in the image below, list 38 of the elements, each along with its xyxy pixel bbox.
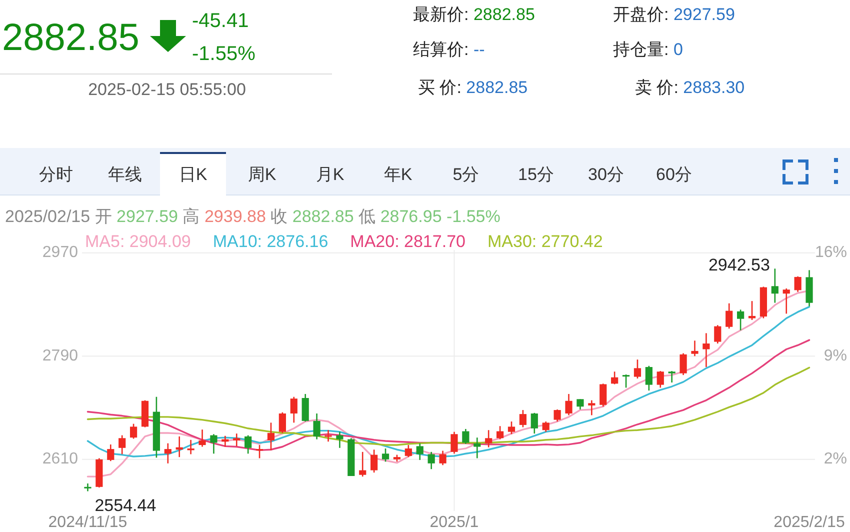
- text: 年K: [384, 165, 413, 184]
- text: 分时: [39, 165, 73, 184]
- text: MA10: 2876.16: [212, 232, 328, 251]
- chart-title: 2025/02/15 开 2927.59 高 2939.88 收 2882.85 低 2876.95 -1.55%: [5, 207, 500, 226]
- x-tick-label: 2025/2/15: [774, 514, 845, 531]
- x-tick-label: 2024/11/15: [48, 514, 128, 531]
- text: MA5: 2904.09: [85, 232, 191, 251]
- text: 日K: [178, 165, 208, 184]
- annotation: 2554.44: [94, 496, 156, 516]
- text: 开盘价: 2927.59: [613, 5, 735, 24]
- text: 月K: [316, 165, 345, 184]
- line-series: [86, 339, 810, 452]
- y2-tick-label: 16%: [814, 244, 847, 262]
- text: 周K: [248, 165, 277, 184]
- y2-tick-label: 9%: [824, 347, 847, 364]
- text: 2882.85: [2, 17, 140, 59]
- text: 买 价:: [418, 78, 462, 97]
- text: MA30: 2770.42: [487, 232, 603, 251]
- y2-tick-label: 2%: [824, 450, 847, 468]
- text: 最新价: 2882.85: [413, 5, 535, 24]
- y-tick-label: 2610: [42, 450, 78, 468]
- annotation: 2942.53: [708, 256, 770, 275]
- text: 卖 价: 2883.30: [635, 78, 745, 97]
- text: 30分: [588, 165, 624, 184]
- text: MA20: 2817.70: [350, 232, 466, 251]
- text: 2025-02-15 05:55:00: [88, 80, 246, 99]
- x-tick-label: 2025/1: [430, 514, 479, 531]
- text: 2882.85: [461, 78, 528, 97]
- y-tick-label: 2970: [42, 244, 78, 262]
- text: 5分: [452, 165, 480, 184]
- text: -1.55%: [192, 43, 256, 65]
- text: 结算价: --: [413, 40, 485, 59]
- text: 15分: [518, 165, 554, 184]
- y-tick-label: 2790: [42, 347, 78, 364]
- text: 60分: [656, 165, 692, 184]
- text: -45.41: [192, 10, 249, 32]
- text: 持仓量: 0: [613, 40, 683, 59]
- text: 年线: [108, 165, 142, 184]
